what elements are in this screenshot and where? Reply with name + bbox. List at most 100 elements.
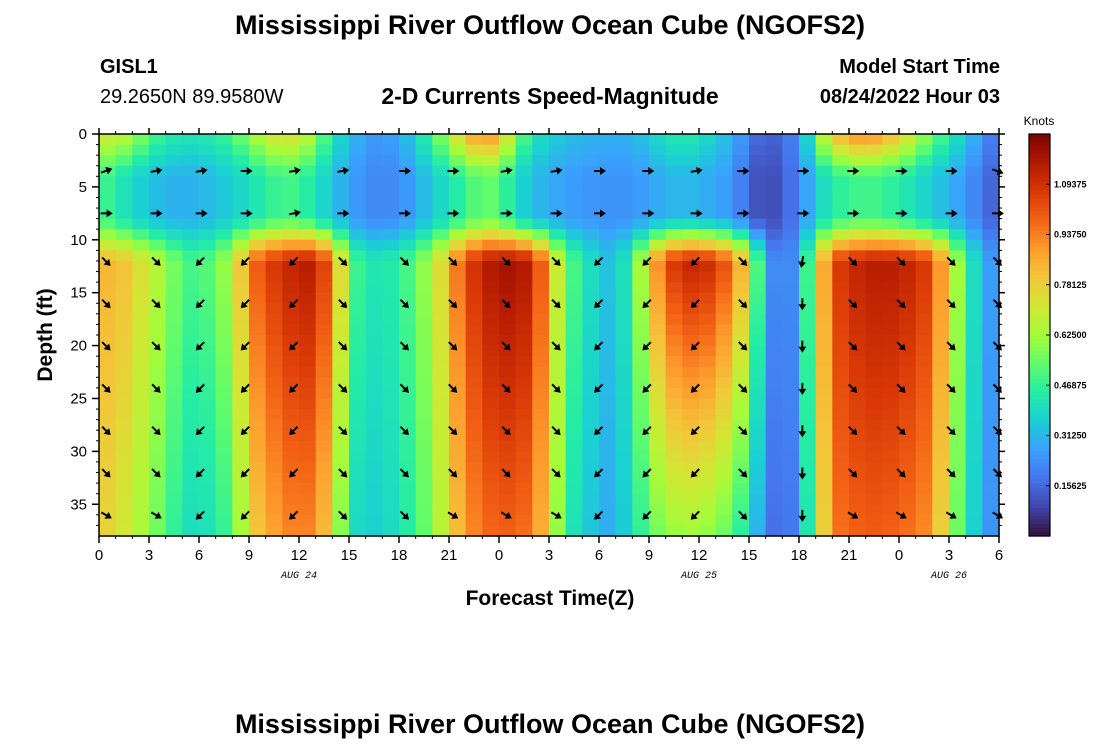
heatmap-cell	[215, 345, 233, 357]
heatmap-cell	[582, 134, 600, 146]
heatmap-cell	[499, 176, 517, 188]
heatmap-cell	[699, 356, 717, 368]
heatmap-cell	[732, 144, 750, 156]
heatmap-cell	[432, 155, 450, 167]
current-vector-arrow	[195, 341, 205, 351]
heatmap-cell	[115, 282, 133, 294]
heatmap-cell	[782, 155, 800, 167]
heatmap-cell	[549, 504, 567, 516]
heatmap-cell	[482, 387, 500, 400]
heatmap-cell	[349, 218, 367, 230]
heatmap-cell	[465, 345, 483, 357]
heatmap-cell	[565, 218, 583, 230]
heatmap-cell	[482, 356, 500, 368]
heatmap-cell	[899, 260, 917, 273]
heatmap-cell	[949, 229, 967, 241]
heatmap-cell	[865, 409, 883, 421]
heatmap-cell	[565, 398, 583, 410]
heatmap-cell	[132, 493, 150, 505]
heatmap-cell	[699, 335, 717, 347]
heatmap-cell	[565, 483, 583, 495]
heatmap-cell	[249, 377, 267, 389]
heatmap-cell	[599, 461, 617, 474]
heatmap-cell	[449, 335, 467, 347]
heatmap-cell	[149, 409, 167, 421]
heatmap-cell	[282, 366, 300, 378]
heatmap-cell	[482, 398, 500, 410]
heatmap-cell	[232, 440, 250, 452]
heatmap-cell	[332, 282, 350, 294]
heatmap-cell	[465, 409, 483, 421]
heatmap-cell	[365, 356, 383, 368]
heatmap-cell	[899, 345, 917, 357]
heatmap-cell	[332, 260, 350, 273]
heatmap-cell	[465, 472, 483, 484]
heatmap-cell	[132, 313, 150, 326]
heatmap-cell	[865, 493, 883, 505]
heatmap-cell	[799, 398, 817, 410]
heatmap-cell	[449, 176, 467, 188]
colorbar-segment	[1029, 391, 1050, 396]
heatmap-cell	[299, 186, 317, 199]
heatmap-cell	[165, 525, 183, 537]
heatmap-cell	[382, 176, 400, 188]
heatmap-cell	[265, 493, 283, 505]
heatmap-cell	[565, 176, 583, 188]
heatmap-cell	[349, 260, 367, 273]
current-vector-arrow	[946, 383, 956, 393]
heatmap-cell	[749, 356, 767, 368]
heatmap-cell	[332, 218, 350, 230]
heatmap-cell	[949, 514, 967, 527]
x-tick-label: 3	[545, 547, 553, 564]
colorbar-segment	[1029, 439, 1050, 445]
heatmap-cell	[199, 451, 217, 463]
heatmap-cell	[349, 165, 367, 177]
current-vector-arrow	[289, 468, 299, 478]
heatmap-cell	[215, 440, 233, 452]
colorbar-segment	[1029, 475, 1050, 481]
heatmap-cell	[349, 134, 367, 146]
heatmap-cell	[832, 260, 850, 273]
heatmap-cell	[832, 229, 850, 241]
heatmap-cell	[699, 430, 717, 442]
heatmap-cell	[815, 303, 833, 315]
heatmap-cell	[165, 472, 183, 484]
heatmap-cell	[565, 155, 583, 167]
heatmap-cell	[582, 271, 600, 283]
heatmap-cell	[165, 250, 183, 262]
heatmap-cell	[949, 176, 967, 188]
heatmap-cell	[382, 239, 400, 251]
heatmap-cell	[432, 461, 450, 474]
heatmap-cell	[582, 282, 600, 294]
heatmap-cell	[665, 461, 683, 474]
heatmap-cell	[215, 504, 233, 516]
heatmap-cell	[665, 493, 683, 505]
heatmap-cell	[982, 525, 1000, 537]
heatmap-cell	[382, 514, 400, 527]
heatmap-cell	[565, 377, 583, 389]
heatmap-cell	[532, 176, 550, 188]
heatmap-cell	[982, 345, 1000, 357]
colorbar-segment	[1029, 142, 1050, 147]
heatmap-cell	[149, 398, 167, 410]
heatmap-cell	[782, 292, 800, 304]
heatmap-cell	[665, 155, 683, 167]
heatmap-cell	[532, 430, 550, 442]
heatmap-cell	[599, 430, 617, 442]
heatmap-cell	[732, 504, 750, 516]
heatmap-cell	[832, 165, 850, 177]
heatmap-cell	[849, 440, 867, 452]
heatmap-cell	[815, 461, 833, 474]
heatmap-cell	[282, 387, 300, 400]
current-vector-arrow	[501, 341, 511, 351]
footer-title: Mississippi River Outflow Ocean Cube (NG…	[234, 709, 866, 739]
heatmap-cell	[265, 144, 283, 156]
heatmap-cell	[149, 356, 167, 368]
heatmap-cell	[749, 514, 767, 527]
heatmap-cell	[415, 335, 433, 347]
heatmap-cell	[399, 250, 417, 262]
colorbar-segment	[1029, 182, 1050, 187]
colorbar-segment	[1029, 443, 1050, 449]
heatmap-cell	[115, 176, 133, 188]
heatmap-cell	[215, 313, 233, 326]
